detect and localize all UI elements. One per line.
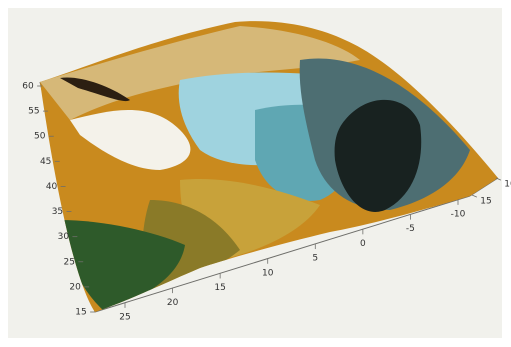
x-tick-label: 10 xyxy=(262,268,274,278)
x-tick-label: -5 xyxy=(406,224,415,234)
x-tick-label: 5 xyxy=(312,254,318,264)
surface-plot xyxy=(40,21,498,313)
surface-green xyxy=(60,220,185,312)
z-tick-label: 40 xyxy=(46,182,58,192)
z-tick-labels: 15 20 25 30 35 40 45 50 55 60 xyxy=(22,82,95,318)
surface-dark-basin xyxy=(334,99,422,212)
surface-dark-ridge xyxy=(60,77,130,102)
z-tick-label: 60 xyxy=(22,82,34,92)
z-tick-label: 25 xyxy=(63,257,74,267)
z-tick-label: 55 xyxy=(28,107,39,117)
y-tick-label: 10 xyxy=(504,180,511,190)
y-tick-mark xyxy=(495,177,502,181)
x-tick-label: 0 xyxy=(360,239,366,249)
x-tick-label: 15 xyxy=(214,283,225,293)
z-tick-label: 20 xyxy=(69,282,81,292)
y-tick-label: 15 xyxy=(480,197,491,207)
x-tick-labels: 25 20 15 10 5 0 -5 -10 xyxy=(119,200,466,323)
y-tick-mark xyxy=(471,194,478,198)
x-tick-label: -10 xyxy=(451,210,466,220)
z-tick-label: 45 xyxy=(40,157,51,167)
z-tick-label: 30 xyxy=(58,232,70,242)
z-tick-label: 50 xyxy=(34,132,46,142)
z-tick-label: 15 xyxy=(75,308,86,318)
x-tick-label: 25 xyxy=(119,313,130,323)
z-tick-label: 35 xyxy=(52,207,63,217)
x-tick-label: 20 xyxy=(167,298,179,308)
axis-bottom xyxy=(94,195,471,313)
surface-white-ridge xyxy=(70,110,191,170)
